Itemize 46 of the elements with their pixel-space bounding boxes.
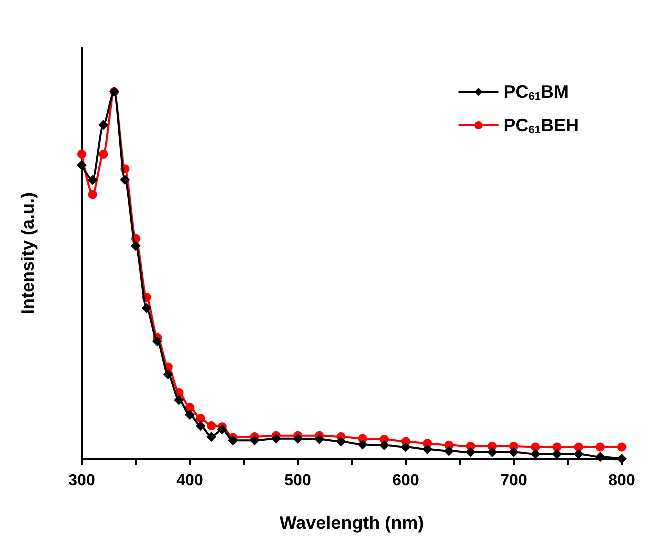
point <box>314 434 325 445</box>
point <box>99 150 108 159</box>
x-tick-label: 800 <box>608 472 636 490</box>
point <box>98 120 109 130</box>
point <box>530 449 541 460</box>
point <box>131 241 141 252</box>
point <box>163 370 174 380</box>
point <box>207 421 216 430</box>
point <box>401 442 411 452</box>
point <box>444 446 454 456</box>
point <box>487 447 498 458</box>
x-axis-title: Wavelength (nm) <box>280 513 424 533</box>
point <box>78 150 86 159</box>
x-tick-label: 700 <box>500 472 528 490</box>
point <box>379 440 390 450</box>
point <box>595 452 606 462</box>
point <box>574 449 584 460</box>
point <box>77 160 87 170</box>
point <box>185 410 195 420</box>
point <box>552 449 562 460</box>
point <box>174 395 184 406</box>
point <box>271 434 282 444</box>
point <box>466 447 476 458</box>
x-tick-label: 600 <box>392 472 420 490</box>
point <box>88 175 98 186</box>
point <box>509 447 519 458</box>
point <box>293 434 303 444</box>
point <box>336 436 346 447</box>
x-tick-label: 400 <box>176 472 204 490</box>
point <box>152 336 163 347</box>
point <box>196 414 206 424</box>
point <box>422 444 433 454</box>
point <box>358 440 368 450</box>
point <box>206 432 217 442</box>
point <box>142 304 152 314</box>
point <box>228 436 238 446</box>
point <box>250 436 260 446</box>
point <box>217 424 228 435</box>
x-tick-label: 500 <box>284 472 312 490</box>
x-tick-label: 300 <box>68 472 96 490</box>
point <box>596 442 605 452</box>
point <box>618 442 626 452</box>
point <box>196 420 206 431</box>
point <box>120 175 130 186</box>
point <box>88 190 98 200</box>
y-axis-title: Intensity (a.u.) <box>18 192 38 315</box>
